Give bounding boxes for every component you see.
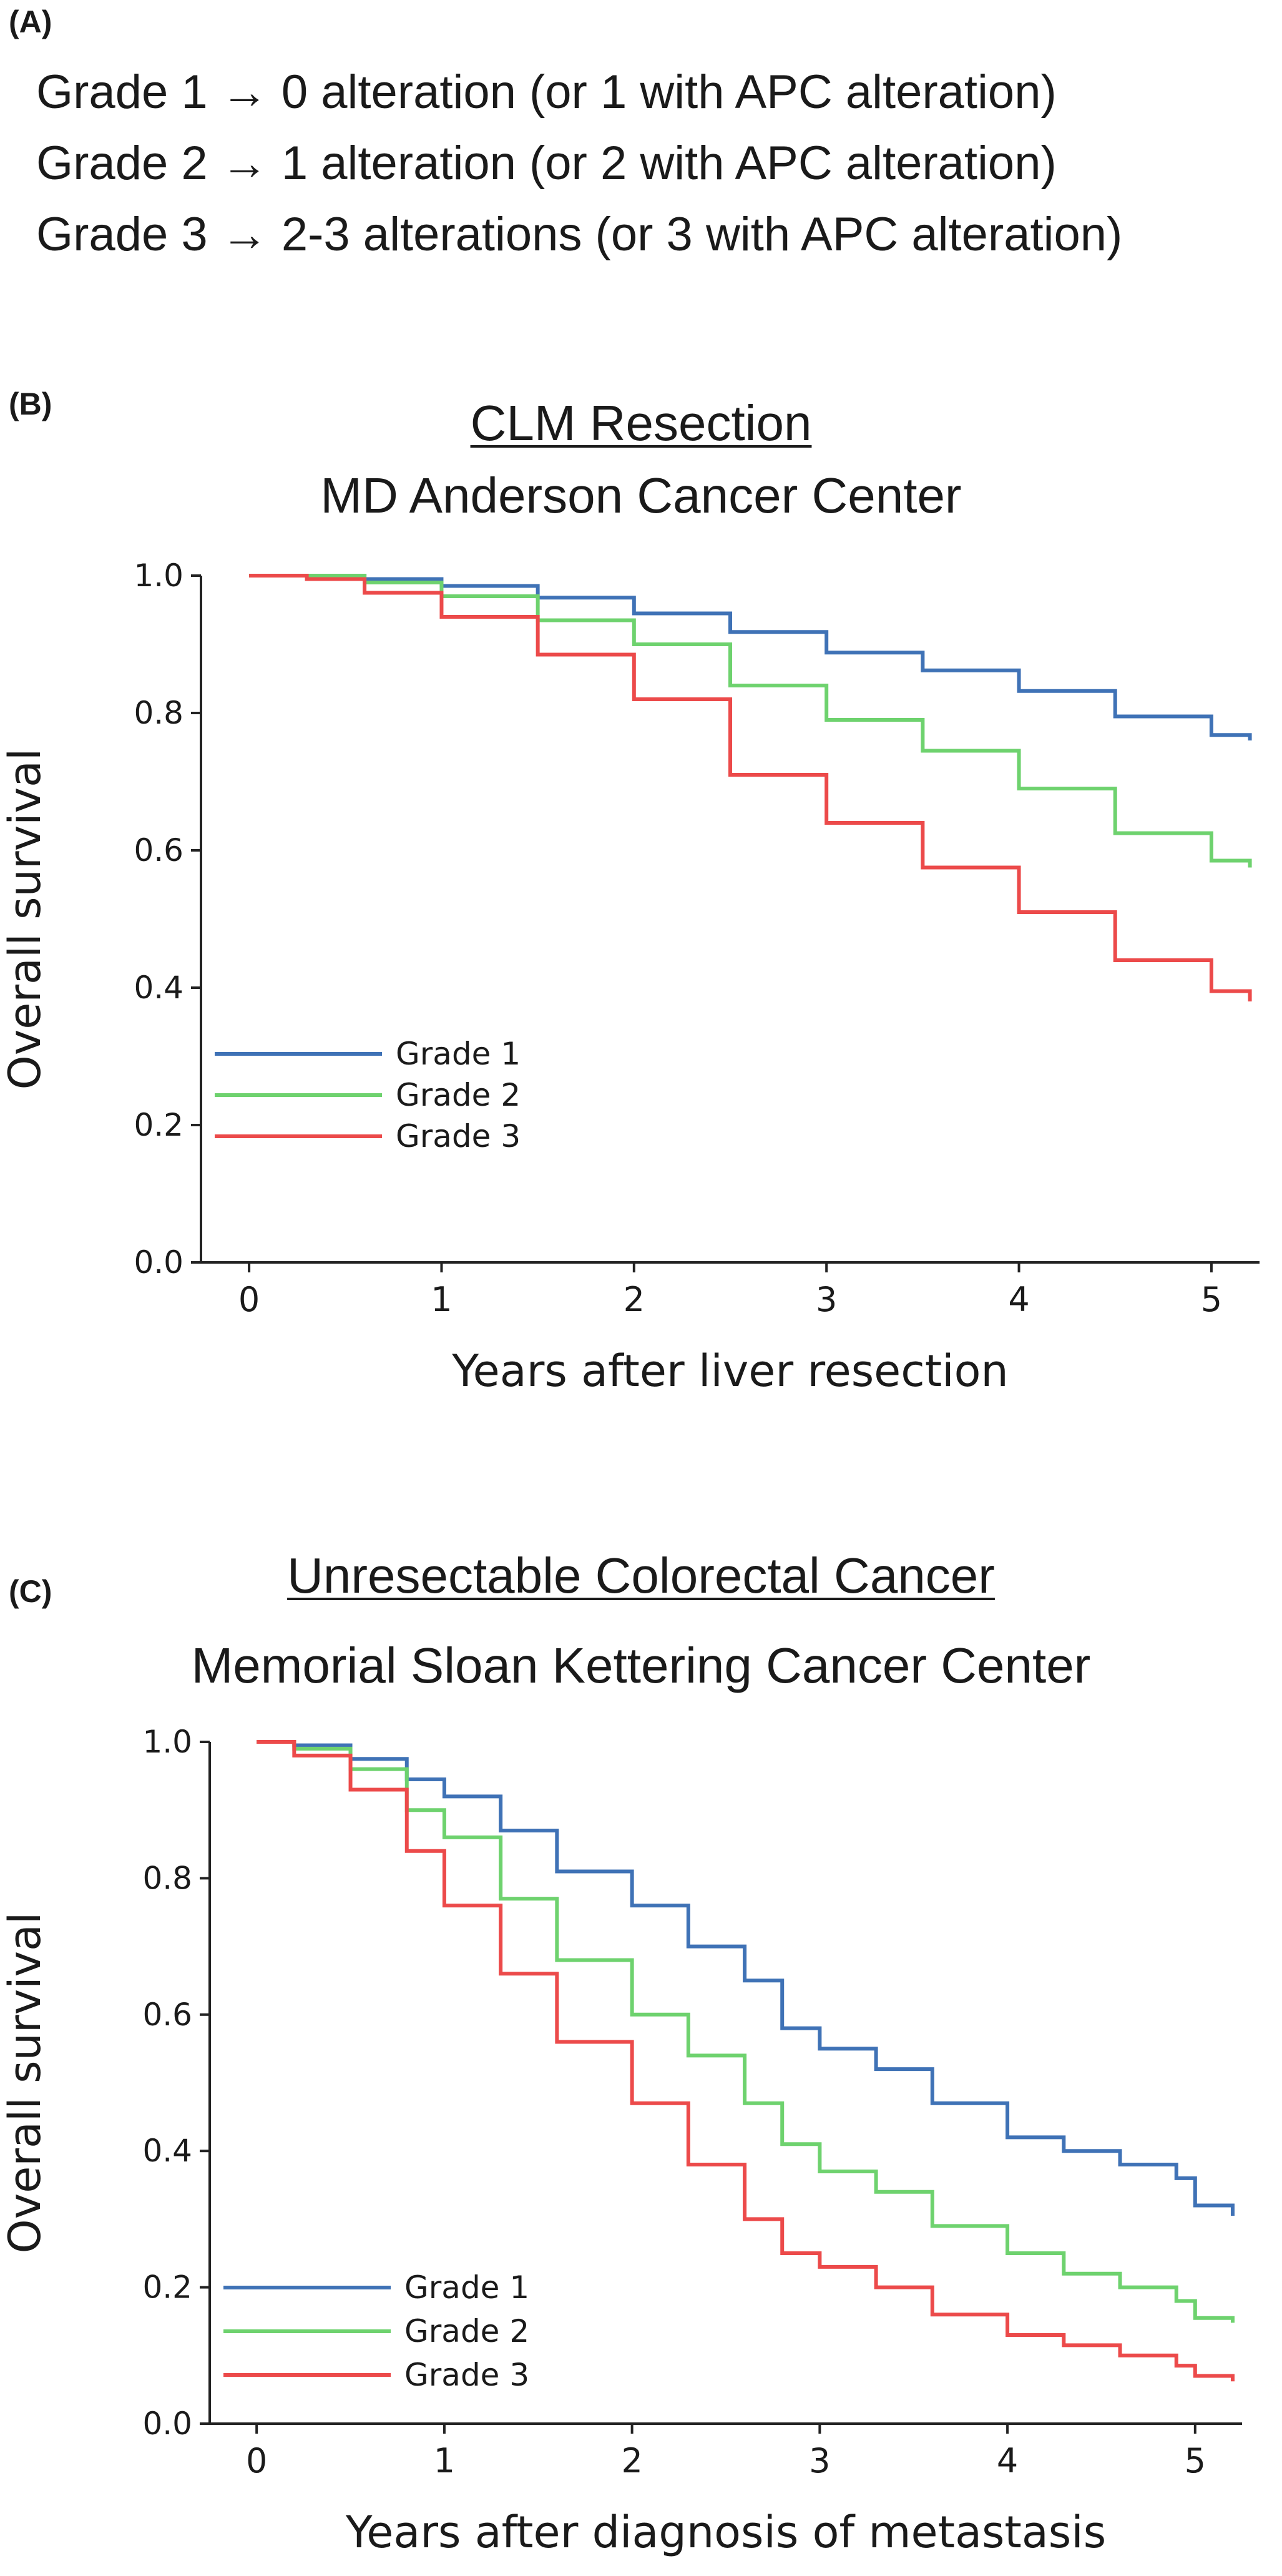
x-axis-label: Years after liver resection <box>451 1345 1009 1397</box>
y-tick-label: 0.8 <box>142 1860 192 1896</box>
series-line-grade-3 <box>257 1740 1235 2382</box>
legend-label-grade-2: Grade 2 <box>396 1077 521 1113</box>
series-line-grade-3 <box>249 574 1252 1001</box>
legend: Grade 1 Grade 2 Grade 3 <box>215 1036 521 1154</box>
x-tick-label: 3 <box>809 2441 830 2480</box>
legend-label-grade-2: Grade 2 <box>404 2313 529 2349</box>
x-tick-label: 4 <box>997 2441 1018 2480</box>
series-line-grade-1 <box>257 1740 1235 2216</box>
panel-c-label: (C) <box>9 1574 52 1609</box>
x-tick-label: 0 <box>246 2441 267 2480</box>
legend-label-grade-1: Grade 1 <box>404 2269 529 2306</box>
y-tick-label: 0.4 <box>142 2133 192 2169</box>
x-tick-label: 5 <box>1185 2441 1206 2480</box>
x-tick-label: 2 <box>621 2441 642 2480</box>
y-tick-label: 0.2 <box>142 2269 192 2306</box>
x-tick-label: 4 <box>1008 1280 1029 1319</box>
chart-b-title: CLM Resection <box>470 395 812 451</box>
y-tick-label: 1.0 <box>142 1724 192 1760</box>
series-line-grade-2 <box>249 574 1252 868</box>
y-tick-label: 0.2 <box>134 1107 183 1143</box>
panel-a-label: (A) <box>9 4 52 39</box>
x-axis-label: Years after diagnosis of metastasis <box>345 2507 1106 2558</box>
chart-b-subtitle: MD Anderson Cancer Center <box>320 468 962 523</box>
y-tick-label: 0.0 <box>142 2406 192 2442</box>
x-tick-label: 0 <box>238 1280 260 1319</box>
legend-label-grade-3: Grade 3 <box>404 2357 529 2393</box>
series-line-grade-2 <box>257 1740 1235 2323</box>
x-tick-label: 1 <box>434 2441 455 2480</box>
y-axis-label: Overall survival <box>0 1912 51 2254</box>
y-tick-label: 0.4 <box>134 970 183 1006</box>
y-tick-label: 0.8 <box>134 695 183 731</box>
y-axis-label: Overall survival <box>0 749 51 1090</box>
chart-c-title: Unresectable Colorectal Cancer <box>287 1548 995 1603</box>
panel-b-label: (B) <box>9 386 52 421</box>
legend: Grade 1 Grade 2 Grade 3 <box>223 2269 529 2393</box>
grade-1-rule: Grade 1 → 0 alteration (or 1 with APC al… <box>36 66 1057 119</box>
y-tick-label: 0.6 <box>134 832 183 868</box>
x-tick-label: 2 <box>624 1280 645 1319</box>
chart-b-survival-plot: 0.0 0.2 0.4 0.6 0.8 1.0 0 1 2 3 4 5 Years after live… <box>0 558 1260 1397</box>
y-tick-label: 0.0 <box>134 1244 183 1281</box>
x-tick-label: 3 <box>816 1280 837 1319</box>
chart-c-subtitle: Memorial Sloan Kettering Cancer Center <box>191 1638 1091 1693</box>
x-tick-label: 1 <box>431 1280 452 1319</box>
x-tick-label: 5 <box>1201 1280 1222 1319</box>
chart-c-survival-plot: 0.0 0.2 0.4 0.6 0.8 1.0 0 1 2 3 4 5 Years after diag… <box>0 1724 1242 2558</box>
legend-label-grade-1: Grade 1 <box>396 1036 521 1072</box>
legend-label-grade-3: Grade 3 <box>396 1118 521 1154</box>
series-line-grade-1 <box>249 574 1252 740</box>
grade-3-rule: Grade 3 → 2-3 alterations (or 3 with APC… <box>36 208 1123 261</box>
y-tick-label: 1.0 <box>134 558 183 594</box>
grade-2-rule: Grade 2 → 1 alteration (or 2 with APC al… <box>36 137 1057 190</box>
y-tick-label: 0.6 <box>142 1997 192 2033</box>
